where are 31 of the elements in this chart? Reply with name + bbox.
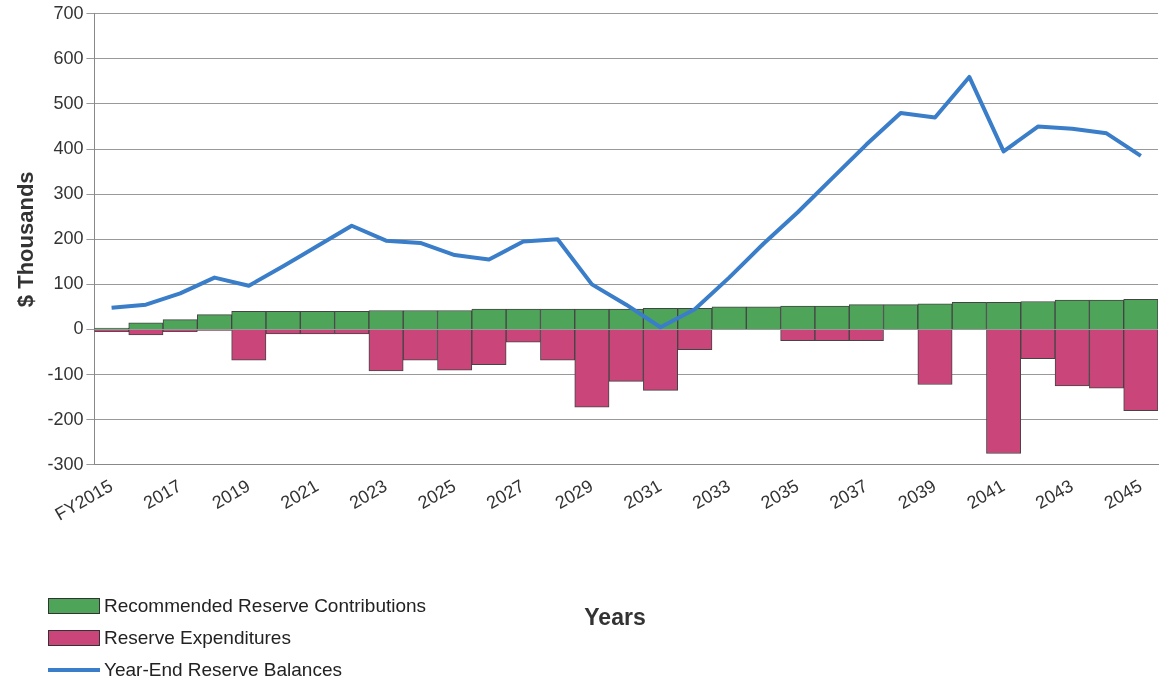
x-tick-label: 2031 [620,475,666,513]
x-tick-label: 2017 [140,475,185,513]
x-tick-label: 2029 [551,475,597,513]
legend-label: Recommended Reserve Contributions [104,595,427,617]
x-tick-label: 2027 [483,475,528,513]
y-axis-title: $ Thousands [13,171,39,308]
y-tick-label: -300 [47,453,84,474]
y-tick-label: 400 [53,138,84,159]
x-tick-label: 2023 [345,475,391,513]
y-tick-label: 700 [53,2,84,23]
y-tick-label: 500 [53,92,84,113]
x-tick-label: 2033 [688,475,734,513]
legend-label: Year-End Reserve Balances [104,659,342,679]
legend-label: Reserve Expenditures [104,627,291,649]
y-tick-label: -200 [47,408,84,429]
x-axis-title: Years [584,604,646,630]
x-tick-label: 2039 [894,475,940,513]
y-tick-label: -100 [47,363,84,384]
y-tick-label: 100 [53,273,84,294]
x-tick-label: 2019 [208,475,254,513]
x-tick-label: 2025 [414,475,460,513]
x-tick-label: 2045 [1100,475,1146,513]
y-tick-label: 200 [53,228,84,249]
x-tick-label: 2041 [963,475,1009,513]
x-tick-label: 2035 [757,475,803,513]
y-tick-label: 0 [73,318,84,339]
y-tick-label: 600 [53,47,84,68]
x-tick-label: 2043 [1032,475,1077,513]
y-tick-label: 300 [53,183,84,204]
x-tick-label: 2021 [277,475,322,513]
x-tick-label: 2037 [826,475,871,513]
